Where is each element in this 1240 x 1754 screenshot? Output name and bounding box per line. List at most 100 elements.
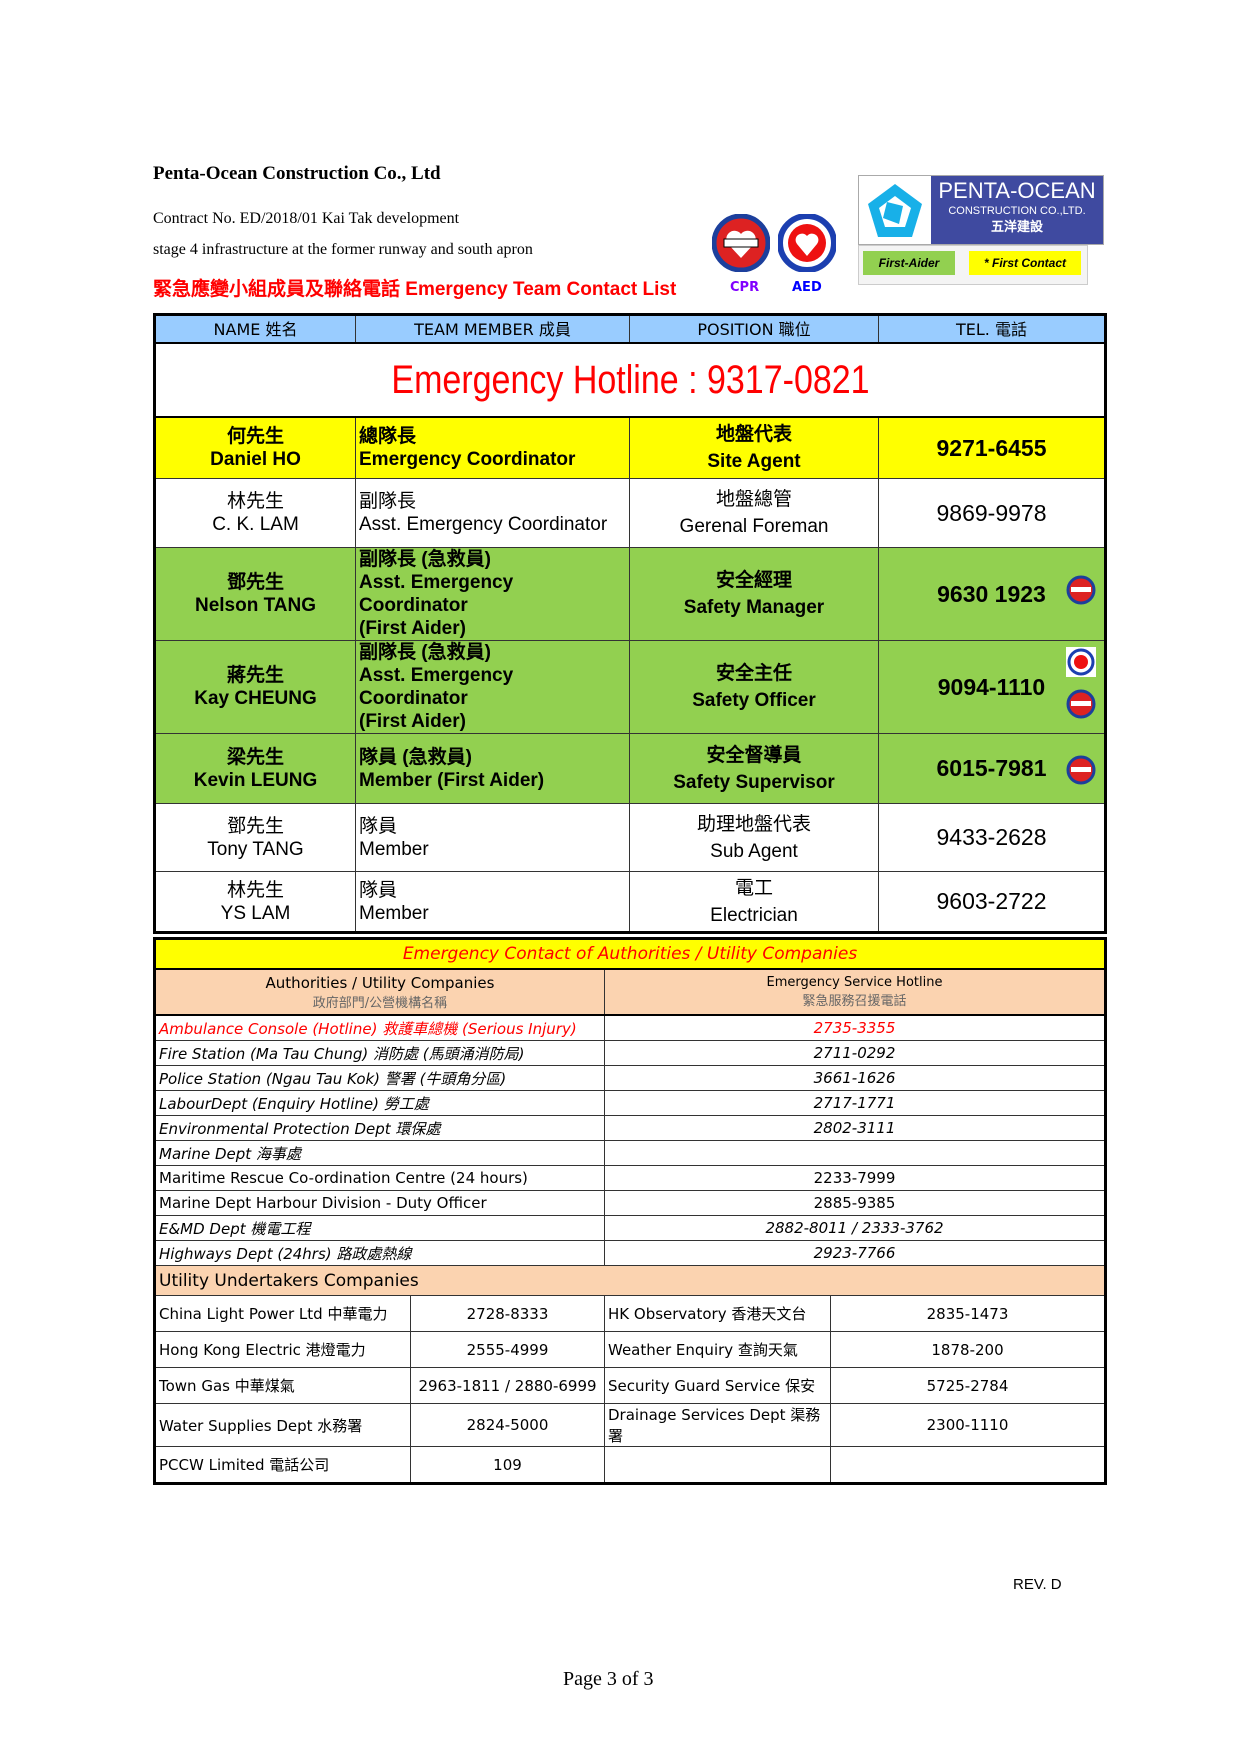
position-en: Electrician: [710, 904, 798, 926]
authority-tel: 2233-7999: [603, 1165, 1107, 1191]
member-tel: 9869-9978: [878, 478, 1106, 548]
logo-subtext: CONSTRUCTION CO.,LTD.: [948, 205, 1086, 217]
authorities-title: Emergency Contact of Authorities / Utili…: [153, 938, 1107, 970]
name-zh: 何先生: [226, 426, 284, 447]
utility-name: Water Supplies Dept 水務署: [154, 1403, 411, 1447]
role-en: Member: [359, 902, 429, 924]
role-zh: 隊員: [359, 815, 398, 837]
utility-name: Town Gas 中華煤氣: [154, 1367, 411, 1404]
utility-row: Water Supplies Dept 水務署 2824-5000 Drainage…: [154, 1403, 1107, 1447]
utility-tel: 2300-1110: [829, 1403, 1107, 1447]
authority-row: Marine Dept 海事處: [154, 1140, 1107, 1166]
member-name: 林先生 YS LAM: [154, 871, 356, 933]
authority-name: Highways Dept (24hrs) 路政處熱線: [154, 1240, 605, 1266]
member-name: 何先生 Daniel HO: [154, 416, 356, 479]
authority-name: Maritime Rescue Co-ordination Centre (24…: [154, 1165, 605, 1191]
utility-name: Hong Kong Electric 港燈電力: [154, 1331, 411, 1368]
aed-badge-icon: [777, 213, 837, 277]
utility-tel: 5725-2784: [829, 1367, 1107, 1404]
authority-row: Marine Dept Harbour Division - Duty Offi…: [154, 1190, 1107, 1216]
utility-row: PCCW Limited 電話公司 109: [154, 1446, 1107, 1484]
utility-name: [604, 1446, 831, 1484]
authority-name: Marine Dept 海事處: [154, 1140, 605, 1166]
member-position: 安全督導員 Safety Supervisor: [629, 733, 879, 804]
role-extra: (First Aider): [359, 618, 466, 639]
member-tel: 6015-7981: [878, 733, 1106, 804]
authority-row: Maritime Rescue Co-ordination Centre (24…: [154, 1165, 1107, 1191]
member-position: 助理地盤代表 Sub Agent: [629, 803, 879, 872]
name-en: Kevin LEUNG: [193, 769, 318, 791]
name-zh: 鄧先生: [226, 815, 284, 837]
role-en: Member: [359, 838, 429, 860]
name-zh: 林先生: [226, 879, 284, 901]
company-logo: PENTA-OCEAN CONSTRUCTION CO.,LTD. 五洋建設: [858, 175, 1104, 245]
list-title: 緊急應變小組成員及聯絡電話 Emergency Team Contact Lis…: [153, 279, 677, 300]
col-position: POSITION 職位: [629, 314, 879, 344]
member-position: 安全經理 Safety Manager: [629, 547, 879, 641]
authority-tel: 2802-3111: [603, 1115, 1107, 1141]
authority-row: Highways Dept (24hrs) 路政處熱線 2923-7766: [154, 1240, 1107, 1266]
name-zh: 蔣先生: [226, 665, 284, 686]
team-row: 蔣先生 Kay CHEUNG 副隊長 (急救員) Asst. Emergency C…: [154, 640, 1106, 734]
emergency-hotline: Emergency Hotline : 9317-0821: [225, 342, 1035, 418]
col-label: Emergency Service Hotline: [766, 975, 943, 990]
authority-name: LabourDept (Enquiry Hotline) 勞工處: [154, 1090, 605, 1116]
member-role: 隊員 (急救員) Member (First Aider): [355, 733, 630, 804]
utility-title: Utility Undertakers Companies: [153, 1265, 1107, 1296]
member-position: 電工 Electrician: [629, 871, 879, 933]
authority-row: E&MD Dept 機電工程 2882-8011 / 2333-3762: [154, 1215, 1107, 1241]
authority-name: Marine Dept Harbour Division - Duty Offi…: [154, 1190, 605, 1216]
team-row: 鄧先生 Nelson TANG 副隊長 (急救員) Asst. Emergency …: [154, 547, 1106, 641]
authority-tel: 2885-9385: [603, 1190, 1107, 1216]
name-en: Nelson TANG: [194, 595, 317, 616]
project-stage: stage 4 infrastructure at the former run…: [153, 241, 533, 258]
utility-name: Drainage Services Dept 渠務署: [604, 1403, 831, 1447]
tel-number: 9630 1923: [937, 580, 1046, 607]
member-position: 安全主任 Safety Officer: [629, 640, 879, 734]
tel-number: 9271-6455: [936, 434, 1047, 461]
role-en: Asst. Emergency Coordinator: [359, 665, 514, 709]
authorities-col-header: Authorities / Utility Companies 政府部門/公營機構…: [154, 968, 605, 1016]
utility-tel: 2728-8333: [410, 1295, 605, 1332]
tel-number: 9094-1110: [937, 673, 1046, 700]
col-name: NAME 姓名: [154, 314, 356, 344]
role-zh: 副隊長: [359, 491, 417, 512]
name-en: Kay CHEUNG: [194, 688, 317, 709]
authority-tel: 3661-1626: [603, 1065, 1107, 1091]
name-zh: 梁先生: [226, 746, 284, 768]
name-zh: 林先生: [226, 491, 284, 512]
utility-tel: 109: [410, 1446, 605, 1484]
member-role: 隊員 Member: [355, 803, 630, 872]
col-label: Authorities / Utility Companies: [265, 973, 495, 992]
position-zh: 地盤總管: [715, 489, 792, 510]
tel-number: 9869-9978: [936, 499, 1047, 526]
team-row: 梁先生 Kevin LEUNG 隊員 (急救員) Member (First Aid…: [154, 733, 1106, 804]
member-name: 鄧先生 Nelson TANG: [154, 547, 356, 641]
utility-tel: 2824-5000: [410, 1403, 605, 1447]
col-label-zh: 緊急服務召援電話: [802, 994, 907, 1009]
contract-no: Contract No. ED/2018/01 Kai Tak developm…: [153, 210, 460, 227]
company-name: Penta-Ocean Construction Co., Ltd: [153, 163, 441, 184]
authority-name: Ambulance Console (Hotline) 救護車總機 (Serio…: [154, 1014, 605, 1041]
cpr-badge-icon: [1066, 575, 1096, 609]
team-row: 林先生 YS LAM 隊員 Member 電工 Electrician 9603-27…: [154, 871, 1106, 933]
legend: First-Aider * First Contact: [858, 245, 1088, 285]
position-en: Safety Supervisor: [673, 771, 835, 793]
position-en: Safety Officer: [692, 690, 816, 711]
utility-name: Weather Enquiry 查詢天氣: [604, 1331, 831, 1368]
authority-tel: 2735-3355: [603, 1014, 1107, 1041]
role-zh: 隊員 (急救員): [359, 746, 472, 768]
position-zh: 安全經理: [715, 570, 792, 591]
tel-number: 6015-7981: [936, 755, 1047, 781]
logo-mark-icon: [868, 184, 922, 237]
authority-row: Fire Station (Ma Tau Chung) 消防處 (馬頭涌消防局)…: [154, 1040, 1107, 1066]
col-label-zh: 政府部門/公營機構名稱: [312, 995, 448, 1011]
authority-tel: 2711-0292: [603, 1040, 1107, 1066]
authority-row: LabourDept (Enquiry Hotline) 勞工處 2717-177…: [154, 1090, 1107, 1116]
member-position: 地盤總管 Gerenal Foreman: [629, 478, 879, 548]
col-tel: TEL. 電話: [878, 314, 1106, 344]
utility-name: HK Observatory 香港天文台: [604, 1295, 831, 1332]
role-zh: 副隊長 (急救員): [359, 642, 491, 663]
member-role: 副隊長 (急救員) Asst. Emergency Coordinator (Fir…: [355, 640, 630, 734]
role-zh: 副隊長 (急救員): [359, 549, 491, 570]
